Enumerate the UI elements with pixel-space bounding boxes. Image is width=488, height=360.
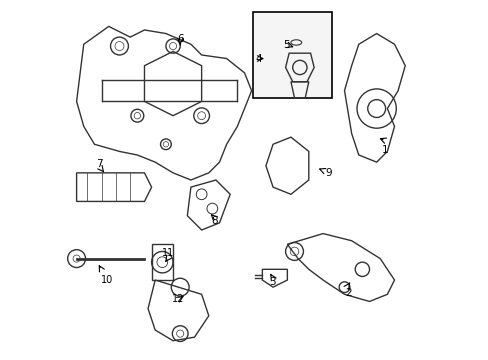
Bar xyxy=(151,244,173,280)
Text: 6: 6 xyxy=(177,34,183,44)
Text: 3: 3 xyxy=(268,277,275,287)
Text: 5: 5 xyxy=(283,40,289,50)
Text: 12: 12 xyxy=(172,294,184,303)
Text: 11: 11 xyxy=(161,248,173,258)
Text: 10: 10 xyxy=(101,275,113,285)
Text: 4: 4 xyxy=(255,54,262,64)
Text: 9: 9 xyxy=(325,168,331,178)
Text: 1: 1 xyxy=(382,145,388,155)
Text: 2: 2 xyxy=(344,288,351,297)
Text: 7: 7 xyxy=(96,159,103,169)
Bar xyxy=(253,12,331,98)
Text: 8: 8 xyxy=(210,216,217,226)
